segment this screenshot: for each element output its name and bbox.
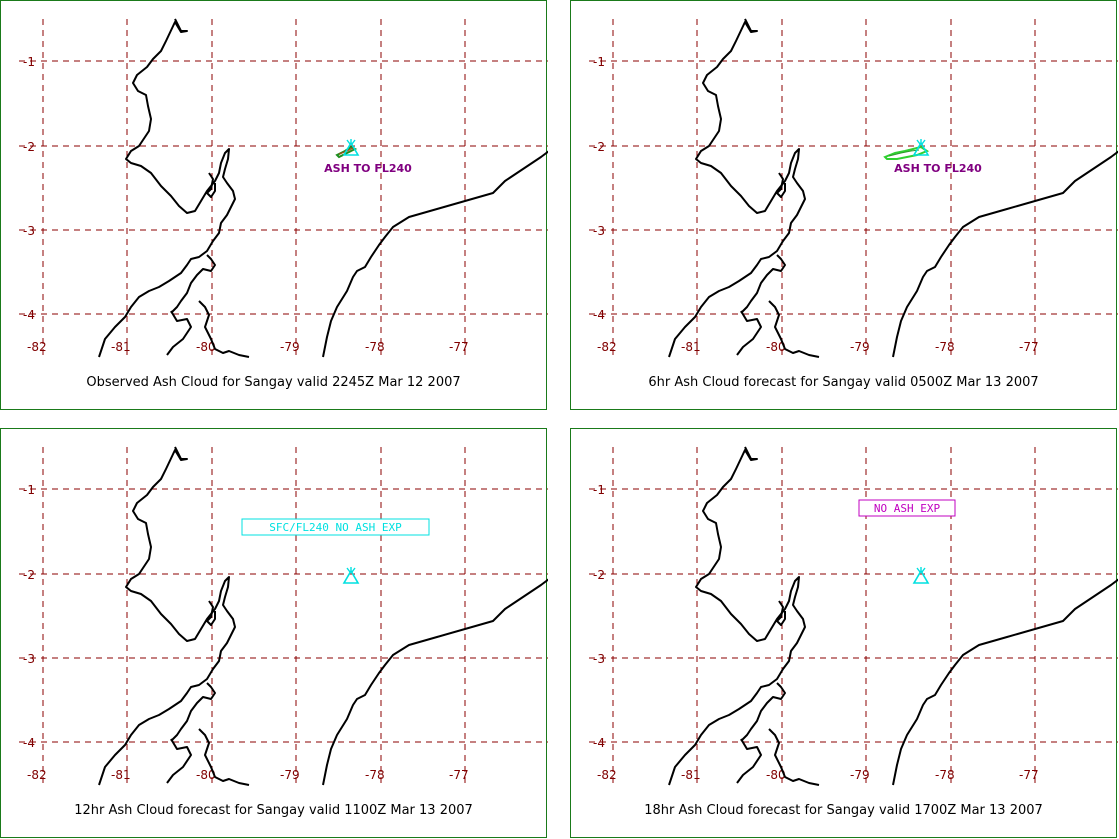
map-18hr-forecast: -1 -2 -3 -4 -82 -81 -80 -79 -78 -77 NO ASH EXP [589, 446, 1118, 787]
coastline [170, 682, 216, 742]
lat-tick-label: -3 [23, 224, 35, 238]
coastline [892, 578, 1118, 786]
panel-caption: 6hr Ash Cloud forecast for Sangay valid … [648, 375, 1039, 390]
panel-caption: 12hr Ash Cloud forecast for Sangay valid… [74, 803, 473, 818]
lon-tick-label: -77 [449, 768, 469, 782]
panel-observed: -1 -2 -3 -4 -82 -81 -80 -79 -78 -77 ASH TO FL240 O… [0, 0, 548, 410]
coastline [736, 738, 762, 784]
panel-caption: 18hr Ash Cloud forecast for Sangay valid… [644, 803, 1043, 818]
lon-tick-label: -82 [597, 768, 617, 782]
lat-tick-label: -3 [593, 224, 605, 238]
coastline [736, 310, 762, 356]
coastline [668, 18, 806, 358]
lon-tick-label: -81 [111, 340, 131, 354]
ash-cloud-polygon [883, 145, 930, 160]
lon-tick-label: -77 [1019, 768, 1039, 782]
lon-tick-label: -82 [27, 340, 47, 354]
panel-caption: Observed Ash Cloud for Sangay valid 2245… [86, 375, 461, 390]
panel-12hr-forecast: -1 -2 -3 -4 -82 -81 -80 -79 -78 -77 SFC/FL240 NO A… [0, 428, 548, 838]
lon-tick-label: -81 [681, 340, 701, 354]
lon-tick-label: -79 [280, 340, 300, 354]
ash-height-annotation: ASH TO FL240 [894, 162, 982, 175]
lat-tick-label: -4 [593, 736, 605, 750]
lon-tick-label: -81 [681, 768, 701, 782]
coastline [768, 300, 820, 358]
lat-tick-label: -1 [23, 55, 35, 69]
coastline [776, 172, 786, 198]
coastline [170, 254, 216, 314]
lon-tick-label: -77 [449, 340, 469, 354]
coastline [740, 682, 786, 742]
coastline [668, 446, 806, 786]
lon-tick-label: -82 [597, 340, 617, 354]
lon-tick-label: -78 [935, 768, 955, 782]
ash-cloud-outline [888, 149, 920, 157]
lat-tick-label: -1 [23, 483, 35, 497]
lon-tick-label: -79 [850, 340, 870, 354]
coastline [322, 578, 548, 786]
lon-tick-label: -81 [111, 768, 131, 782]
lon-tick-label: -80 [766, 340, 786, 354]
lon-tick-label: -82 [27, 768, 47, 782]
volcano-icon [912, 139, 930, 156]
lon-tick-label: -78 [365, 340, 385, 354]
lon-tick-label: -80 [196, 340, 216, 354]
lat-tick-label: -2 [23, 568, 35, 582]
coastline [776, 600, 786, 626]
volcano-icon [342, 139, 360, 156]
lon-tick-label: -78 [365, 768, 385, 782]
coastline [166, 738, 192, 784]
volcano-icon [342, 567, 360, 584]
coastline [206, 600, 216, 626]
lat-tick-label: -3 [593, 652, 605, 666]
lat-tick-label: -4 [23, 308, 35, 322]
lon-tick-label: -79 [280, 768, 300, 782]
panel-6hr-forecast: -1 -2 -3 -4 -82 -81 -80 -79 -78 -77 ASH TO FL240 6… [570, 0, 1118, 410]
lat-tick-label: -2 [23, 140, 35, 154]
coastline [206, 172, 216, 198]
coastline [198, 300, 250, 358]
lon-tick-label: -77 [1019, 340, 1039, 354]
lon-tick-label: -78 [935, 340, 955, 354]
map-6hr-forecast: -1 -2 -3 -4 -82 -81 -80 -79 -78 -77 ASH TO FL240 [589, 18, 1118, 359]
coastline [322, 150, 548, 358]
no-ash-annotation: NO ASH EXP [874, 502, 941, 515]
coastline [892, 150, 1118, 358]
coastline [198, 728, 250, 786]
lat-tick-label: -4 [593, 308, 605, 322]
map-12hr-forecast: -1 -2 -3 -4 -82 -81 -80 -79 -78 -77 SFC/FL240 NO A… [19, 446, 548, 787]
lon-tick-label: -79 [850, 768, 870, 782]
volcano-icon [912, 567, 930, 584]
no-ash-annotation: SFC/FL240 NO ASH EXP [269, 521, 402, 534]
lat-tick-label: -4 [23, 736, 35, 750]
no-ash-annotation-box [241, 518, 430, 536]
lon-tick-label: -80 [196, 768, 216, 782]
lat-tick-label: -1 [593, 55, 605, 69]
coastline [740, 254, 786, 314]
coastline [166, 310, 192, 356]
lon-tick-label: -80 [766, 768, 786, 782]
coastline [98, 18, 236, 358]
coastline [98, 446, 236, 786]
ash-height-annotation: ASH TO FL240 [324, 162, 412, 175]
no-ash-annotation-box [858, 499, 956, 517]
lat-tick-label: -1 [593, 483, 605, 497]
lat-tick-label: -3 [23, 652, 35, 666]
map-observed: -1 -2 -3 -4 -82 -81 -80 -79 -78 -77 ASH TO FL240 [19, 18, 548, 359]
lat-tick-label: -2 [593, 140, 605, 154]
coastline [768, 728, 820, 786]
lat-tick-label: -2 [593, 568, 605, 582]
panel-18hr-forecast: -1 -2 -3 -4 -82 -81 -80 -79 -78 -77 NO ASH EXP 18h… [570, 428, 1118, 838]
